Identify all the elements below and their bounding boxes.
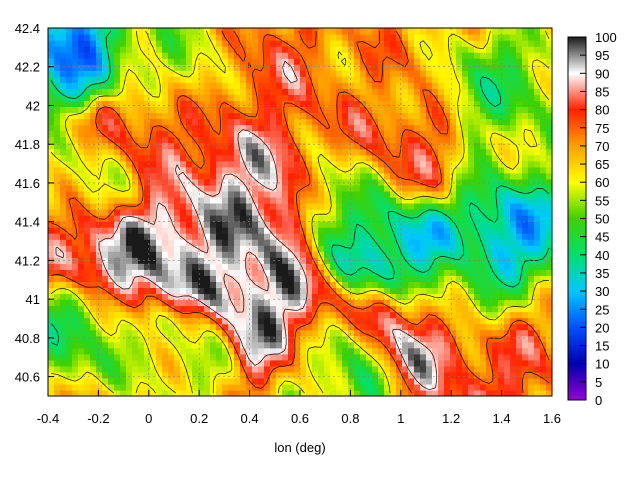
- y-tick-label: 41: [26, 292, 40, 307]
- x-tick-label: 1.2: [442, 411, 460, 426]
- colorbar: 0 5 10 15 20 25 30 35 40 45 50 55 60 65 70 75 80 85 90 95 10…: [567, 30, 617, 408]
- y-tick-label: 40.6: [15, 370, 40, 385]
- colorbar-tick-label: 45: [595, 230, 609, 245]
- x-tick-label: 1: [397, 411, 404, 426]
- colorbar-tick-label: 5: [595, 375, 602, 390]
- colorbar-tick-label: 20: [595, 320, 609, 335]
- contour-level-88: [55, 60, 438, 391]
- x-axis-label: lon (deg): [274, 440, 325, 455]
- colorbar-tick-label: 70: [595, 139, 609, 154]
- colorbar-tick-label: 60: [595, 175, 609, 190]
- x-tick-label: 0.4: [241, 411, 259, 426]
- y-tick-label: 42: [26, 98, 40, 113]
- x-tick-label: 0.6: [291, 411, 309, 426]
- x-tick-label: 0.2: [190, 411, 208, 426]
- contour-level-60: [50, 30, 550, 394]
- colorbar-tick-label: 100: [595, 30, 617, 45]
- colorbar-ticks: 0 5 10 15 20 25 30 35 40 45 50 55 60 65 70 75 80 85 90 95 10…: [580, 30, 617, 408]
- x-tick-label: 0: [145, 411, 152, 426]
- colorbar-tick-label: 35: [595, 266, 609, 281]
- x-tick-label: -0.2: [87, 411, 109, 426]
- colorbar-tick-label: 30: [595, 284, 609, 299]
- colorbar-tick-label: 15: [595, 339, 609, 354]
- heatmap-field: [48, 28, 552, 396]
- colorbar-tick-label: 75: [595, 121, 609, 136]
- x-axis-ticks: -0.4 -0.2 0 0.2 0.4 0.6 0.8 1 1.2 1.4 1.6: [37, 390, 561, 426]
- colorbar-tick-label: 85: [595, 84, 609, 99]
- colorbar-tick-label: 95: [595, 48, 609, 63]
- colorbar-tick-label: 80: [595, 103, 609, 118]
- y-tick-label: 42.4: [15, 21, 40, 36]
- colorbar-tick-label: 25: [595, 302, 609, 317]
- y-tick-label: 41.8: [15, 137, 40, 152]
- y-tick-label: 41.6: [15, 176, 40, 191]
- y-tick-label: 41.2: [15, 253, 40, 268]
- x-tick-label: 1.4: [493, 411, 511, 426]
- x-tick-label: -0.4: [37, 411, 59, 426]
- colorbar-tick-label: 55: [595, 193, 609, 208]
- y-axis-ticks: 40.6 40.8 41 41.2 41.4 41.6 41.8 42 42.2 42.4: [15, 21, 54, 385]
- y-tick-label: 40.8: [15, 331, 40, 346]
- colorbar-tick-label: 50: [595, 212, 609, 227]
- x-tick-label: 1.6: [543, 411, 561, 426]
- colorbar-tick-label: 65: [595, 157, 609, 172]
- colorbar-tick-label: 40: [595, 248, 609, 263]
- contour-level-40: [50, 30, 550, 346]
- y-tick-label: 42.2: [15, 60, 40, 75]
- plot-area: [47, 27, 553, 397]
- colorbar-tick-label: 90: [595, 66, 609, 81]
- colorbar-tick-label: 0: [595, 393, 602, 408]
- colorbar-tick-label: 10: [595, 357, 609, 372]
- y-tick-label: 41.4: [15, 215, 40, 230]
- x-tick-label: 0.8: [341, 411, 359, 426]
